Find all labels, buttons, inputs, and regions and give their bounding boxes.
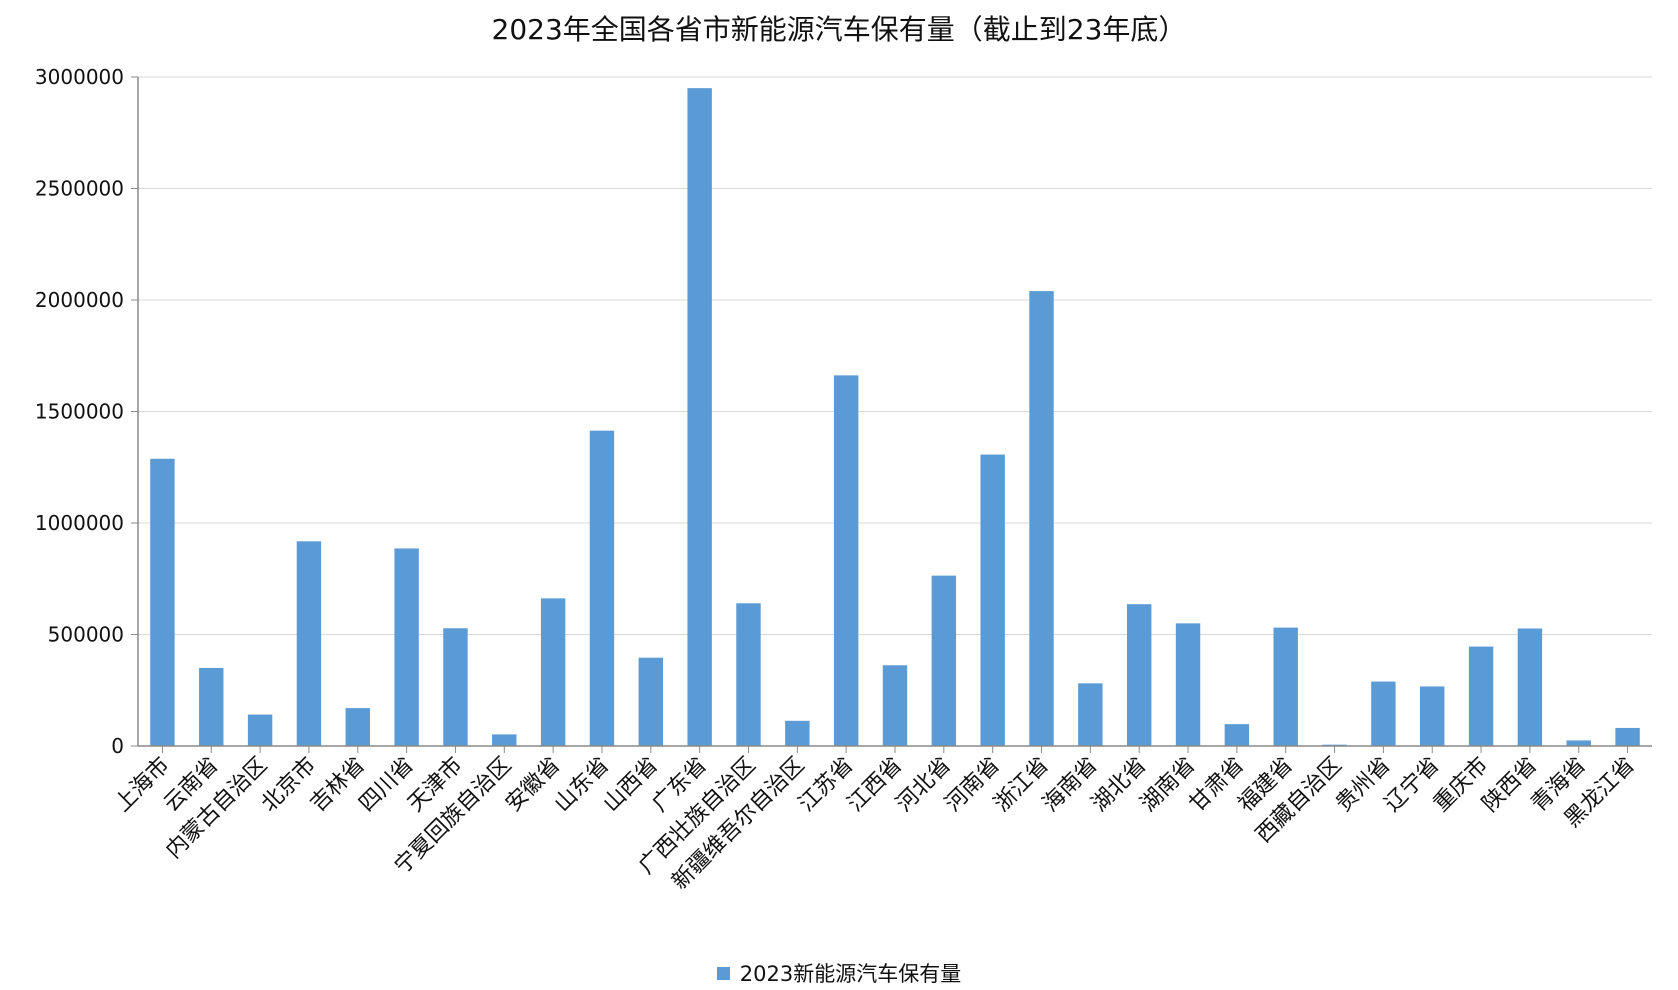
bar[interactable]: [150, 458, 175, 746]
x-tick-label: 湖南省: [1136, 753, 1200, 817]
bar[interactable]: [1126, 604, 1152, 746]
x-axis-ticks: 上海市云南省内蒙古自治区北京市吉林省四川省天津市宁夏回族自治区安徽省山东省山西省…: [110, 746, 1640, 895]
y-tick-label: 2500000: [35, 177, 124, 201]
bar[interactable]: [443, 628, 468, 746]
bar[interactable]: [394, 548, 419, 746]
bar[interactable]: [1224, 724, 1250, 746]
bars: [150, 88, 1640, 746]
x-tick-label: 安徽省: [501, 753, 565, 817]
x-tick-label: 陕西省: [1478, 753, 1542, 817]
x-tick-label: 山西省: [599, 753, 663, 817]
x-tick-label: 上海市: [110, 753, 174, 817]
legend-swatch: [716, 967, 730, 980]
bar[interactable]: [1175, 623, 1201, 746]
chart-title: 2023年全国各省市新能源汽车保有量（截止到23年底）: [491, 13, 1187, 46]
bar[interactable]: [1615, 727, 1640, 746]
bar[interactable]: [1517, 628, 1543, 746]
bar[interactable]: [833, 375, 859, 746]
bar[interactable]: [638, 657, 664, 746]
y-tick-label: 3000000: [35, 65, 124, 89]
x-tick-label: 四川省: [354, 753, 418, 817]
bar[interactable]: [1078, 683, 1103, 746]
bar[interactable]: [931, 575, 957, 746]
bar[interactable]: [882, 665, 908, 746]
x-tick-label: 河北省: [892, 753, 956, 817]
bar[interactable]: [785, 720, 810, 746]
y-tick-label: 500000: [48, 623, 124, 647]
x-tick-label: 江苏省: [794, 753, 858, 817]
x-tick-label: 贵州省: [1331, 753, 1395, 817]
bar[interactable]: [1371, 681, 1396, 746]
x-tick-label: 辽宁省: [1380, 753, 1444, 817]
bar[interactable]: [345, 708, 370, 746]
x-tick-label: 吉林省: [306, 753, 370, 817]
bar[interactable]: [1273, 627, 1298, 746]
x-tick-label: 北京市: [257, 753, 321, 817]
x-tick-label: 重庆市: [1429, 753, 1493, 817]
bar[interactable]: [1566, 740, 1591, 746]
bar[interactable]: [1029, 291, 1054, 746]
x-tick-label: 湖北省: [1087, 753, 1151, 817]
bar[interactable]: [199, 667, 224, 746]
bar[interactable]: [1420, 686, 1445, 746]
legend[interactable]: 2023新能源汽车保有量: [0, 958, 1678, 988]
x-tick-label: 浙江省: [989, 753, 1053, 817]
y-tick-label: 1000000: [35, 511, 124, 535]
y-tick-label: 1500000: [35, 400, 124, 424]
x-tick-label: 河南省: [941, 753, 1005, 817]
bar[interactable]: [589, 430, 615, 746]
y-axis-ticks: 0 500000 1000000 1500000 2000000 2500000 30000…: [35, 65, 138, 758]
bar[interactable]: [540, 598, 566, 746]
bar[interactable]: [980, 454, 1005, 746]
x-tick-label: 山东省: [550, 753, 614, 817]
x-tick-label: 江西省: [843, 753, 907, 817]
bar[interactable]: [736, 603, 761, 746]
gridlines: [138, 76, 1652, 635]
bar[interactable]: [247, 714, 273, 746]
bar[interactable]: [492, 734, 517, 746]
x-tick-label: 甘肃省: [1185, 753, 1249, 817]
bar[interactable]: [687, 88, 712, 746]
x-tick-label: 海南省: [1038, 753, 1102, 817]
y-tick-label: 2000000: [35, 288, 124, 312]
legend-label: 2023新能源汽车保有量: [739, 962, 962, 986]
y-tick-label: 0: [111, 734, 124, 758]
bar[interactable]: [296, 541, 322, 746]
bar[interactable]: [1468, 646, 1494, 746]
